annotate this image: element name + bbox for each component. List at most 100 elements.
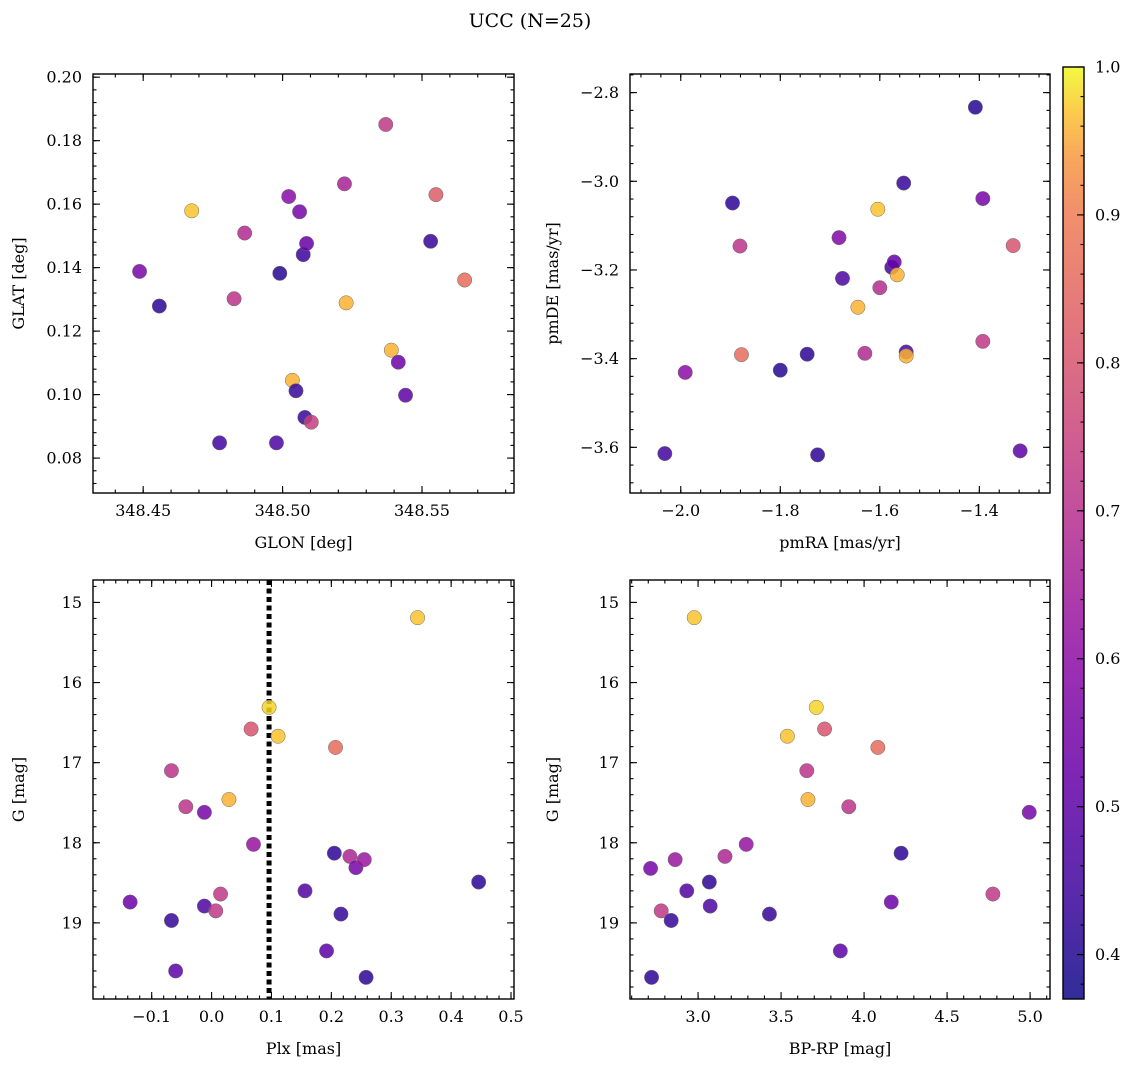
y-tick-label: 0.20	[46, 68, 82, 87]
x-tick-label: 4.5	[934, 1007, 959, 1026]
data-point	[686, 610, 702, 626]
data-point	[883, 894, 899, 910]
y-tick-label: 15	[599, 593, 619, 612]
data-point	[657, 446, 673, 461]
panel-color-magnitude: 3.0 3.5 4.0 4.5 5.0 15 16 17 18 19 BP-RP [mag] G [m…	[543, 579, 1051, 1058]
data-point	[272, 265, 288, 281]
colorbar-frame	[1062, 66, 1085, 1000]
y-axis-label: G [mag]	[9, 757, 28, 822]
x-axis-label: pmRA [mas/yr]	[779, 533, 901, 552]
data-point	[358, 969, 374, 985]
data-point	[261, 699, 277, 715]
data-point	[663, 913, 679, 928]
y-tick-label: 18	[62, 833, 82, 852]
panel-proper-motion: −2.0 −1.8 −1.6 −1.4 −3.6 −3.4 −3.2 −3.0 −2.8 pmRA…	[543, 73, 1051, 552]
data-point	[178, 799, 194, 815]
data-point	[243, 721, 259, 737]
data-point	[1021, 804, 1037, 820]
x-tick-label: −0.1	[132, 1007, 171, 1026]
colorbar-tick-label: 0.7	[1095, 501, 1120, 520]
data-point	[985, 886, 1001, 902]
data-point	[886, 254, 902, 270]
data-point	[338, 295, 354, 311]
data-point	[893, 845, 909, 861]
panel-parallax-magnitude: −0.1 0.0 0.1 0.2 0.3 0.4 0.5 15 16 17 18 19 Plx [mas…	[9, 579, 524, 1058]
y-tick-label: 19	[62, 913, 82, 932]
y-tick-label: 0.18	[46, 131, 82, 150]
data-point	[269, 435, 284, 451]
data-point	[677, 364, 693, 380]
data-point	[212, 435, 228, 451]
data-point	[270, 728, 286, 744]
data-point	[356, 852, 372, 868]
data-point	[702, 898, 718, 914]
data-point	[799, 763, 815, 779]
data-point	[808, 699, 824, 715]
x-tick-label: 348.55	[394, 501, 450, 520]
axes-frame	[92, 579, 515, 1000]
data-point	[896, 175, 912, 191]
data-point	[810, 447, 826, 463]
data-point	[471, 874, 487, 890]
data-point	[644, 969, 660, 985]
data-point	[889, 267, 905, 283]
colorbar-tick-label: 0.4	[1095, 945, 1120, 964]
colorbar-tick-label: 0.8	[1095, 353, 1120, 372]
axes-frame	[629, 579, 1051, 1000]
data-point	[1012, 443, 1028, 459]
colorbar: 0.4 0.5 0.6 0.7 0.8 0.9 1.0	[1062, 58, 1120, 1000]
data-point	[667, 852, 683, 868]
panels: 348.45 348.50 348.55 0.08 0.10 0.12 0.14 0.16 0.…	[9, 68, 1051, 1058]
data-point	[292, 204, 308, 220]
data-point	[196, 804, 212, 820]
y-tick-label: 18	[599, 833, 619, 852]
data-point	[184, 203, 200, 219]
data-point	[732, 238, 748, 254]
data-point	[738, 836, 754, 852]
y-tick-label: 19	[599, 913, 619, 932]
y-tick-label: 0.10	[46, 385, 82, 404]
data-point	[653, 903, 669, 919]
y-tick-label: −3.4	[580, 349, 619, 368]
y-tick-label: 0.12	[46, 322, 82, 341]
data-point	[221, 792, 237, 807]
data-point	[390, 354, 406, 370]
data-point	[319, 943, 335, 959]
x-tick-label: 0.5	[498, 1007, 523, 1026]
data-point	[679, 883, 695, 899]
y-tick-label: −3.0	[580, 172, 619, 191]
data-point	[772, 362, 788, 378]
y-tick-label: 17	[599, 753, 619, 772]
x-tick-label: 348.50	[255, 501, 311, 520]
data-point	[975, 191, 991, 207]
data-point	[237, 225, 253, 241]
data-point	[226, 291, 242, 307]
y-axis-label: pmDE [mas/yr]	[543, 222, 562, 345]
data-point	[398, 387, 413, 403]
data-point	[337, 176, 352, 192]
data-point	[800, 792, 816, 807]
data-point	[428, 187, 444, 203]
x-tick-label: −1.4	[960, 501, 999, 520]
x-tick-label: 3.5	[768, 1007, 793, 1026]
data-point	[835, 270, 850, 286]
y-tick-label: −3.6	[580, 438, 619, 457]
data-point	[831, 230, 847, 246]
data-point	[328, 739, 343, 755]
data-point	[832, 943, 848, 959]
axes-frame	[629, 73, 1051, 494]
x-tick-label: 348.45	[115, 501, 171, 520]
chart-title: UCC (N=25)	[469, 10, 592, 32]
data-point	[281, 189, 297, 204]
x-axis-label: BP-RP [mag]	[789, 1039, 891, 1058]
colorbar-gradient	[1063, 67, 1084, 999]
data-point	[725, 195, 740, 211]
y-tick-label: 16	[599, 673, 619, 692]
data-point	[423, 233, 439, 249]
data-point	[132, 263, 148, 279]
data-point	[701, 874, 717, 890]
x-tick-label: −1.6	[860, 501, 899, 520]
data-point	[967, 99, 983, 115]
data-point	[817, 721, 833, 737]
